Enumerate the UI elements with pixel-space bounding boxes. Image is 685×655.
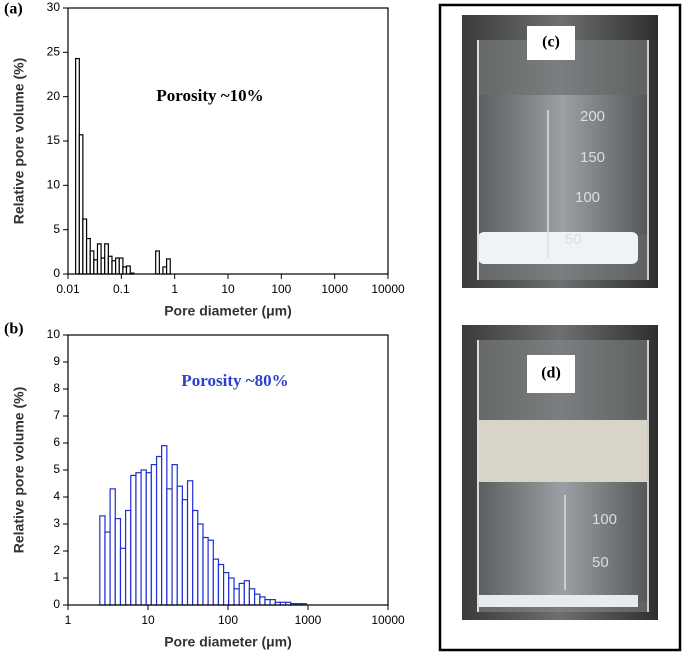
y-tick-label: 20 bbox=[47, 89, 61, 103]
y-tick-label: 9 bbox=[53, 354, 60, 368]
bar bbox=[166, 488, 173, 606]
bar bbox=[109, 488, 116, 606]
x-tick-label: 100 bbox=[218, 613, 238, 627]
y-tick-label: 8 bbox=[53, 381, 60, 395]
y-tick-label: 10 bbox=[47, 178, 61, 192]
bar bbox=[248, 588, 256, 606]
beaker-marking: 50 bbox=[592, 554, 609, 571]
photo-c: (c) 200 150 100 50 bbox=[462, 15, 658, 288]
bar bbox=[222, 571, 230, 606]
bar bbox=[155, 455, 163, 606]
photo-label: (d) bbox=[541, 365, 561, 382]
bar bbox=[171, 464, 178, 606]
annotation: Porosity ~80% bbox=[181, 371, 288, 390]
bar bbox=[269, 598, 276, 606]
y-axis-label: Relative pore volume (%) bbox=[11, 58, 27, 225]
beaker-marking: 200 bbox=[580, 108, 605, 125]
bar bbox=[166, 258, 171, 275]
y-axis-label: Relative pore volume (%) bbox=[11, 387, 27, 554]
y-tick-label: 25 bbox=[47, 45, 61, 59]
bar bbox=[130, 474, 137, 606]
bar bbox=[238, 582, 245, 606]
panel-label: (b) bbox=[4, 321, 24, 338]
bar bbox=[155, 250, 160, 275]
plot-frame bbox=[67, 7, 389, 275]
bar bbox=[176, 485, 183, 606]
bar bbox=[207, 539, 214, 606]
y-tick-label: 10 bbox=[47, 327, 61, 341]
bar bbox=[135, 472, 142, 606]
y-tick-label: 0 bbox=[53, 266, 60, 280]
y-tick-label: 1 bbox=[53, 570, 60, 584]
x-tick-label: 100 bbox=[271, 282, 291, 296]
bar bbox=[114, 517, 122, 606]
x-tick-label: 0.1 bbox=[113, 282, 130, 296]
photo-d: (d) 100 50 bbox=[462, 325, 658, 620]
x-axis-label: Pore diameter (μm) bbox=[164, 634, 292, 650]
bar bbox=[119, 547, 127, 606]
y-tick-label: 5 bbox=[53, 462, 60, 476]
y-tick-label: 7 bbox=[53, 408, 60, 422]
x-tick-label: 1 bbox=[65, 613, 72, 627]
beaker-marking: 50 bbox=[565, 231, 582, 248]
bar bbox=[104, 531, 111, 606]
x-axis-label: Pore diameter (μm) bbox=[164, 303, 292, 319]
y-tick-label: 4 bbox=[53, 489, 60, 503]
bar bbox=[243, 580, 250, 606]
bar bbox=[181, 499, 189, 606]
bar bbox=[264, 598, 271, 606]
y-tick-label: 3 bbox=[53, 516, 60, 530]
y-tick-label: 5 bbox=[53, 222, 60, 236]
panel-label: (a) bbox=[4, 1, 23, 18]
photo-frame bbox=[438, 3, 682, 652]
bar bbox=[228, 577, 235, 606]
bar bbox=[212, 558, 220, 606]
photo-label: (c) bbox=[542, 34, 560, 51]
bar bbox=[202, 536, 209, 606]
annotation: Porosity ~10% bbox=[156, 86, 263, 105]
beaker-marking: 100 bbox=[575, 189, 600, 206]
bar bbox=[99, 515, 106, 606]
x-tick-label: 1000 bbox=[321, 282, 348, 296]
y-tick-label: 0 bbox=[53, 597, 60, 611]
bar bbox=[197, 523, 204, 606]
bar bbox=[150, 464, 158, 606]
x-tick-label: 0.01 bbox=[56, 282, 80, 296]
bar bbox=[145, 472, 152, 606]
x-tick-label: 1000 bbox=[295, 613, 322, 627]
y-tick-label: 2 bbox=[53, 543, 60, 557]
bar bbox=[125, 509, 132, 606]
y-tick-label: 6 bbox=[53, 435, 60, 449]
bar bbox=[217, 563, 225, 606]
bar bbox=[161, 445, 168, 606]
x-tick-label: 10 bbox=[141, 613, 155, 627]
bar bbox=[186, 480, 194, 606]
x-tick-label: 10 bbox=[221, 282, 235, 296]
y-tick-label: 30 bbox=[47, 0, 61, 14]
bar bbox=[253, 593, 261, 606]
bar bbox=[140, 469, 147, 606]
x-tick-label: 10000 bbox=[371, 282, 405, 296]
bar bbox=[259, 596, 266, 606]
beaker-marking: 100 bbox=[592, 511, 617, 528]
y-tick-label: 15 bbox=[47, 133, 61, 147]
bar bbox=[192, 509, 199, 606]
beaker-marking: 150 bbox=[580, 149, 605, 166]
bar bbox=[233, 588, 240, 606]
x-tick-label: 1 bbox=[171, 282, 178, 296]
x-tick-label: 10000 bbox=[371, 613, 405, 627]
